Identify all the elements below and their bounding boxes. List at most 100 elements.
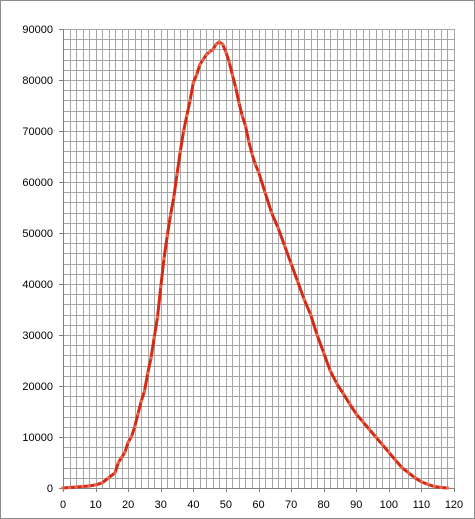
data-point <box>208 50 212 54</box>
data-point <box>133 425 137 429</box>
x-tick-label: 80 <box>318 499 330 511</box>
data-point <box>296 279 300 283</box>
data-point <box>240 114 244 118</box>
y-tick-label: 30000 <box>22 330 53 342</box>
y-tick-label: 90000 <box>22 24 53 36</box>
data-point <box>80 484 85 489</box>
data-point <box>445 486 450 490</box>
data-point <box>113 471 117 475</box>
data-point <box>61 486 65 490</box>
data-point <box>123 450 127 454</box>
data-point <box>380 443 384 447</box>
data-point <box>136 412 140 416</box>
data-point <box>276 226 280 230</box>
data-point <box>195 73 199 77</box>
data-point <box>439 485 443 490</box>
data-point <box>149 356 153 360</box>
data-point <box>188 98 192 102</box>
data-point <box>107 476 111 480</box>
data-point <box>67 485 72 490</box>
x-tick-label: 10 <box>89 499 101 511</box>
data-point <box>172 195 176 199</box>
data-point <box>155 315 160 319</box>
x-tick-label: 30 <box>155 499 167 511</box>
data-point <box>413 476 417 480</box>
data-point <box>354 412 358 416</box>
data-point <box>250 152 254 156</box>
grid-lines <box>63 29 455 489</box>
data-point <box>335 381 339 385</box>
data-point <box>175 172 179 176</box>
data-point <box>185 114 189 118</box>
data-point <box>221 42 225 46</box>
data-point <box>159 285 163 289</box>
y-tick-label: 40000 <box>22 279 53 291</box>
x-tick-label: 100 <box>380 499 398 511</box>
x-tick-label: 50 <box>220 499 232 511</box>
data-point <box>74 485 78 489</box>
data-point <box>348 402 352 406</box>
data-point <box>374 435 378 439</box>
series-layer <box>61 40 450 490</box>
data-point <box>289 262 293 266</box>
data-point <box>129 435 133 439</box>
data-point <box>120 455 124 459</box>
y-tick-label: 50000 <box>22 228 53 240</box>
data-point <box>178 149 182 153</box>
data-point <box>100 481 104 485</box>
data-point <box>162 256 166 261</box>
data-point <box>263 190 267 194</box>
data-point <box>152 336 156 340</box>
y-tick-label: 80000 <box>22 75 53 87</box>
data-point <box>419 480 423 484</box>
data-point <box>227 60 231 64</box>
data-point <box>230 73 234 77</box>
data-point <box>361 420 365 424</box>
data-point <box>126 440 130 444</box>
series-line <box>61 40 449 490</box>
data-point <box>243 124 248 128</box>
y-tick-label: 20000 <box>22 381 53 393</box>
x-tick-label: 0 <box>60 499 66 511</box>
data-point <box>315 333 319 337</box>
data-point <box>214 42 218 46</box>
data-point <box>146 371 150 375</box>
y-tick-label: 0 <box>47 483 53 495</box>
data-point <box>256 170 261 174</box>
data-point <box>191 81 195 85</box>
x-tick-label: 40 <box>187 499 199 511</box>
data-point <box>406 471 410 475</box>
data-point <box>341 392 345 396</box>
data-point <box>198 63 202 67</box>
data-point <box>87 484 91 488</box>
data-point <box>234 86 238 90</box>
data-point <box>253 162 257 166</box>
data-point <box>328 369 332 373</box>
data-point <box>400 466 404 470</box>
x-tick-label: 90 <box>350 499 362 511</box>
y-tick-labels: 0 10000 20000 30000 40000 50000 60000 70000 8000… <box>22 24 53 495</box>
x-tick-label: 70 <box>285 499 297 511</box>
y-tick-label: 10000 <box>22 432 53 444</box>
data-point <box>211 47 215 52</box>
y-tick-label: 70000 <box>22 126 53 138</box>
data-point <box>94 483 98 487</box>
y-tick-label: 60000 <box>22 177 53 189</box>
data-point <box>139 399 143 403</box>
data-point <box>201 58 205 62</box>
data-point <box>182 129 186 133</box>
data-point <box>168 213 173 217</box>
x-tick-labels: 0 10 20 30 40 50 60 70 80 90 100 110 120 <box>60 499 463 511</box>
data-point <box>204 52 208 57</box>
data-point <box>393 458 397 462</box>
data-point <box>432 484 436 489</box>
data-point <box>309 313 313 317</box>
x-tick-label: 120 <box>445 499 463 511</box>
data-point <box>116 460 120 465</box>
data-point <box>142 389 147 393</box>
data-point <box>283 244 287 248</box>
data-point <box>269 211 274 215</box>
x-tick-label: 20 <box>122 499 134 511</box>
